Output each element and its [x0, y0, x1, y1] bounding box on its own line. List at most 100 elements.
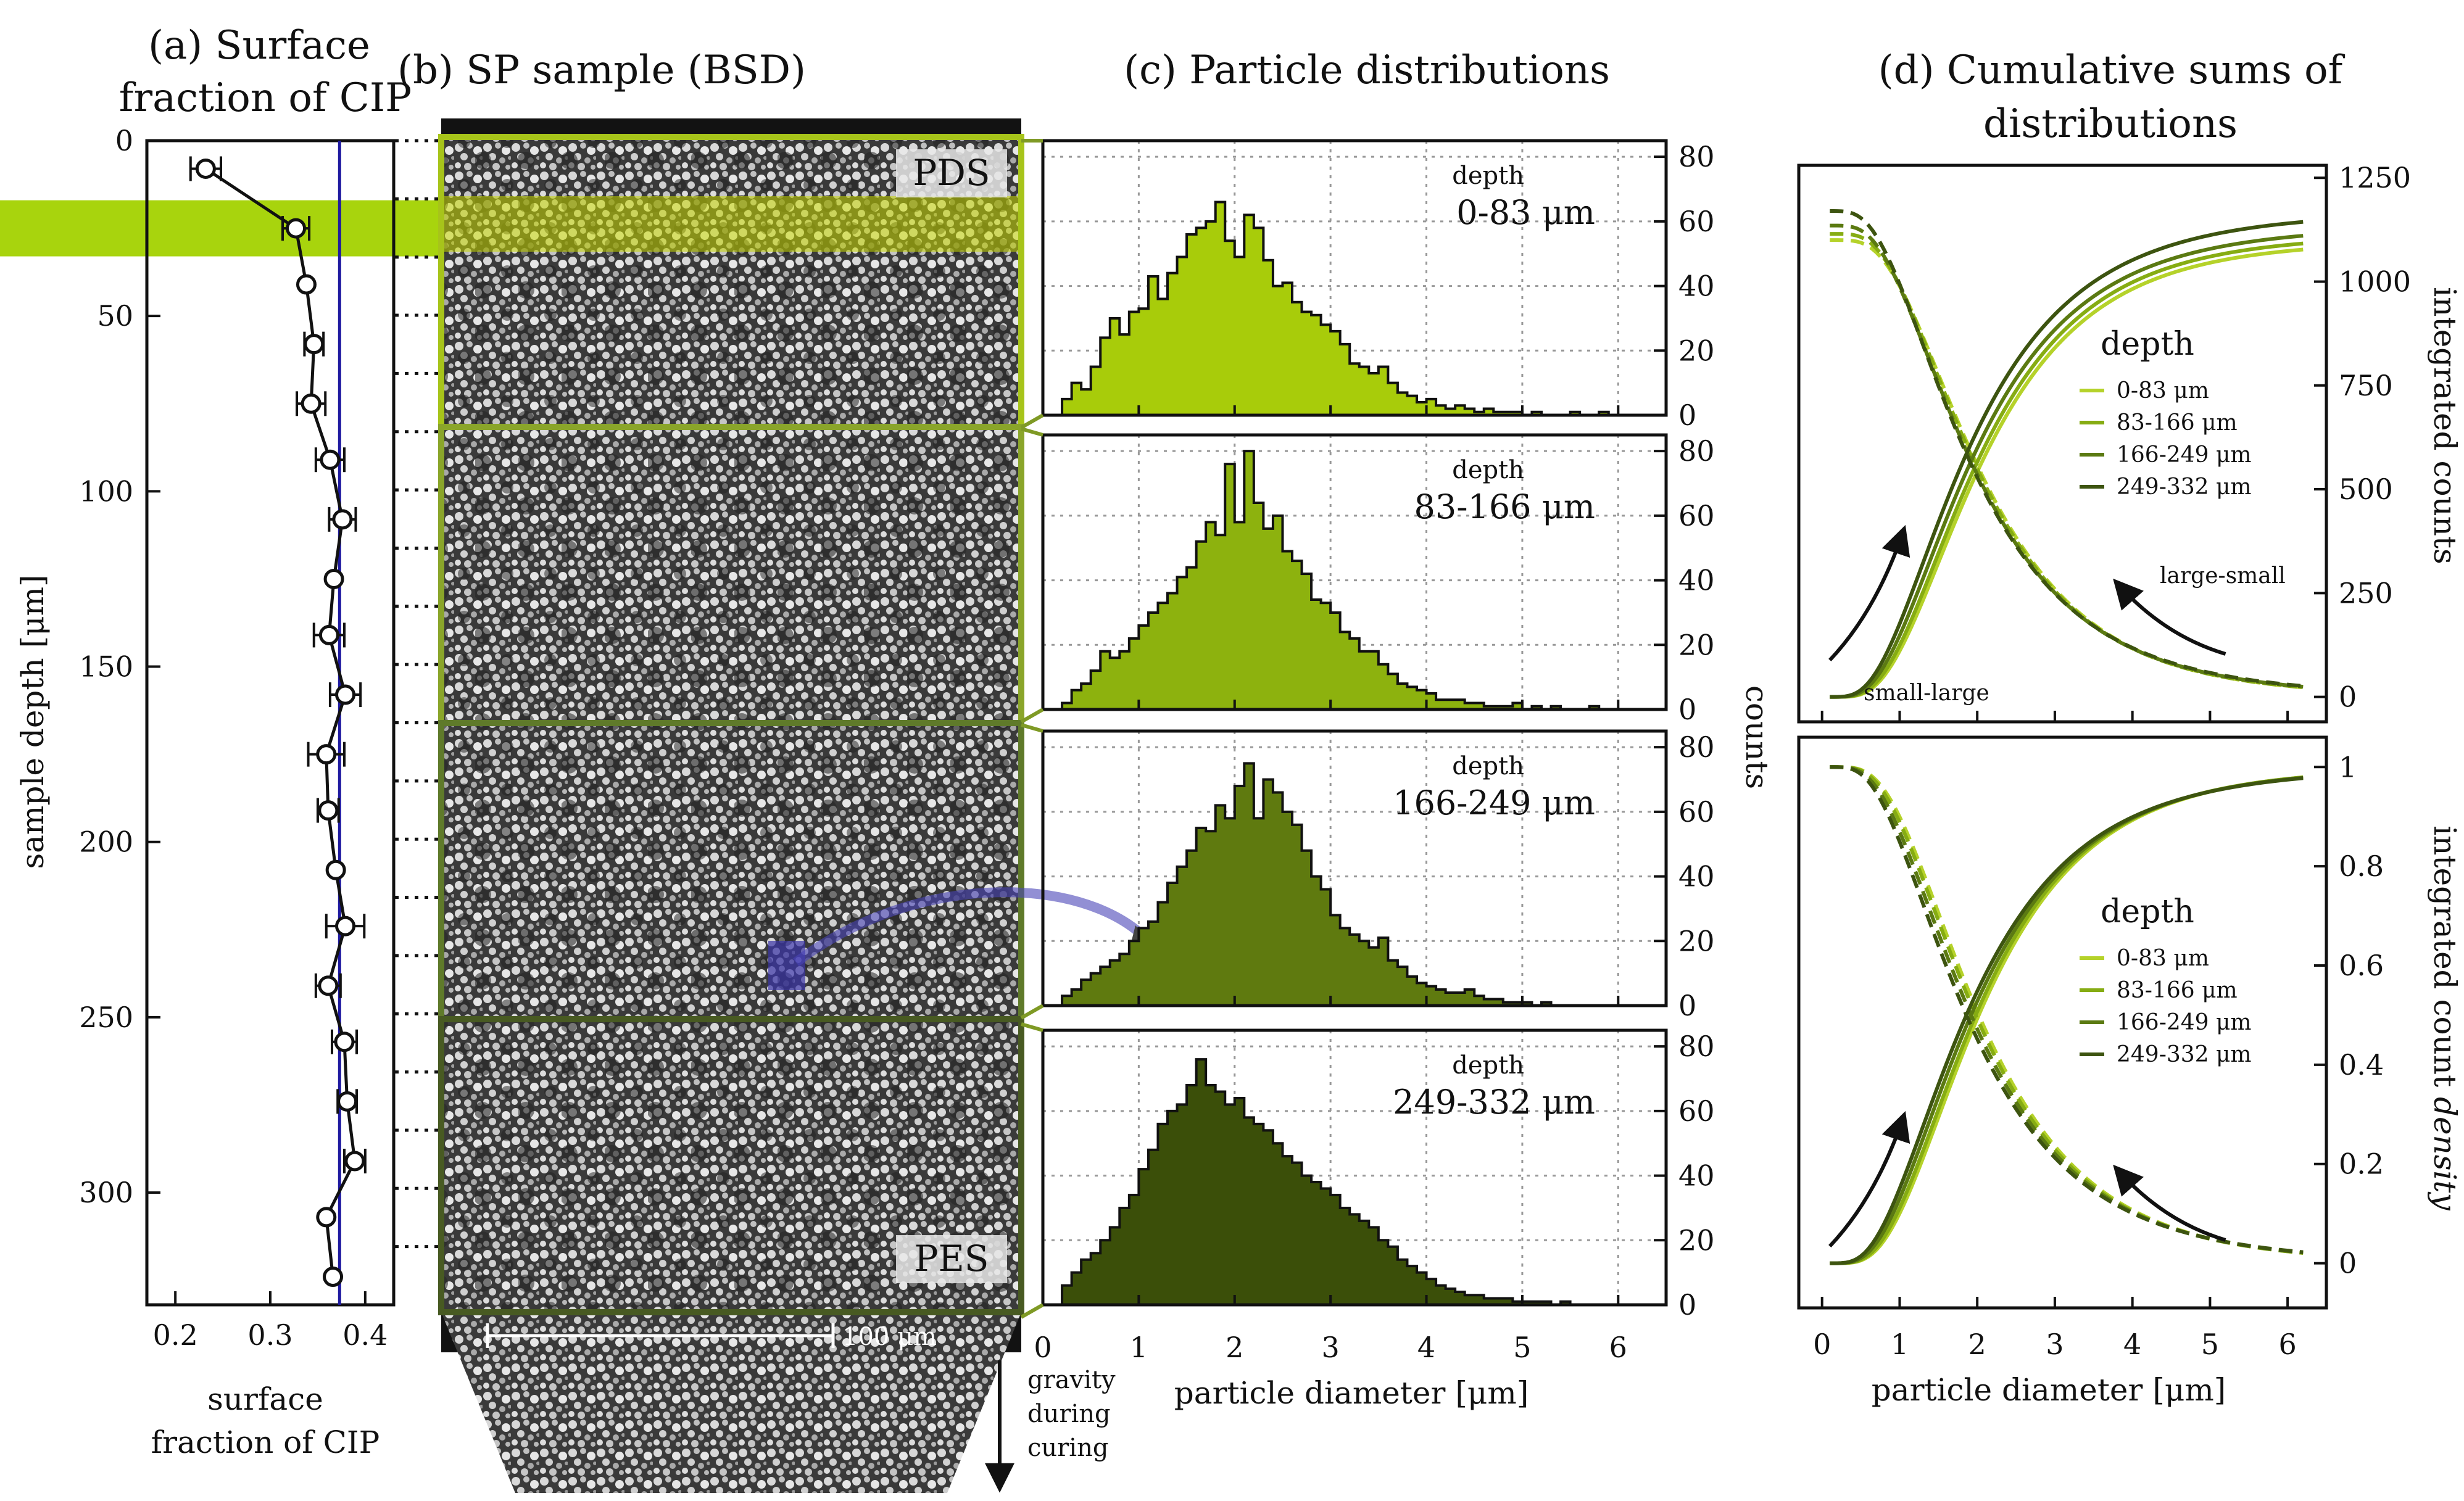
connecting-line [205, 167, 357, 1277]
ytick-label: 500 [2339, 473, 2393, 506]
panel-d-xlabel: particle diameter [μm] [1872, 1372, 2226, 1408]
histogram-bars [1061, 201, 1638, 416]
pes-label-bg [896, 1235, 1007, 1283]
arrow-large-small [2113, 1164, 2226, 1242]
legend-label: 83-166 μm [2117, 978, 2238, 1003]
cumulative-line-small-large [1830, 247, 2304, 699]
ytick-label: 60 [1678, 795, 1715, 829]
xtick-label: 2 [1226, 1331, 1243, 1364]
ytick-label: 0 [2339, 1247, 2357, 1280]
panel-b-sem-image: (b) SP sample (BSD) PDS PES 100 μm gravi… [397, 48, 1179, 1493]
pds-highlight [441, 196, 1021, 252]
xtick-label: 4 [2123, 1328, 2141, 1361]
ytick-label: 1000 [2339, 265, 2411, 298]
blue-arrow-curve [793, 887, 1164, 967]
ytick-label: 80 [1678, 1030, 1715, 1063]
ytick-label: 0 [1678, 399, 1696, 432]
depth-label: depth [1452, 162, 1524, 190]
ytick-label: 0 [2339, 680, 2357, 714]
legend-title: depth [2101, 893, 2194, 930]
ytick-label: 250 [79, 1001, 133, 1034]
cumulative-line-small-large [1830, 241, 2304, 699]
xtick-label: 5 [2201, 1328, 2219, 1361]
ytick-label: 300 [79, 1176, 133, 1209]
panel-c-title: (c) Particle distributions [1124, 48, 1610, 93]
panel-a-title-line1: (a) Surface [148, 23, 370, 68]
histogram-frame [1041, 729, 1668, 1007]
ytick-label: 80 [1678, 730, 1715, 764]
ytick-label: 80 [1678, 140, 1715, 173]
depth-range-label: 83-166 μm [1414, 487, 1596, 526]
connector-line [1020, 1303, 1044, 1319]
legend-label: 0-83 μm [2117, 946, 2209, 971]
data-point [323, 1267, 344, 1288]
histogram-bars [1061, 1058, 1638, 1306]
panel-d-bottom-plot: 0 0.2 0.4 0.6 0.8 1 depth 0-83 μm 83-166 μm 166-2… [1797, 735, 2384, 1361]
ytick-label: 20 [1678, 924, 1715, 957]
ytick-label: 50 [97, 299, 133, 333]
xtick-label: 3 [2046, 1328, 2064, 1361]
ytick-label: 40 [1678, 860, 1715, 893]
xtick-label: 2 [1968, 1328, 1986, 1361]
ytick-label: 60 [1678, 1094, 1715, 1128]
histogram-2: 0 20 40 60 80 depth 166-249 μm [1020, 723, 1715, 1022]
ytick-label: 40 [1678, 1159, 1715, 1193]
xtick-label: 6 [2278, 1328, 2296, 1361]
cumulative-line-small-large [1830, 220, 2304, 699]
sem-image-trapezoid [441, 1312, 1021, 1493]
xtick-label: 5 [1513, 1331, 1531, 1364]
data-point [318, 800, 339, 821]
pds-label: PDS [913, 152, 990, 194]
ytick-label: 1250 [2339, 161, 2411, 194]
legend-title: depth [2101, 326, 2194, 363]
histogram-0: 0 20 40 60 80 depth 0-83 μm [1020, 139, 1715, 432]
ytick-label: 40 [1678, 564, 1715, 597]
ytick-label: 20 [1678, 1223, 1715, 1257]
data-point [335, 916, 356, 937]
xtick-label: 0.4 [342, 1318, 388, 1352]
ytick-label: 20 [1678, 628, 1715, 661]
ytick-label: 60 [1678, 205, 1715, 238]
plot-frame [1797, 735, 2328, 1310]
ytick-label: 20 [1678, 334, 1715, 367]
data-point [337, 1091, 358, 1112]
data-point [344, 1151, 365, 1172]
panel-d-title-line2: distributions [1983, 101, 2238, 147]
panel-d-cumulative: (d) Cumulative sums of distributions 025… [1797, 48, 2463, 1408]
scale-bar-label: 100 μm [842, 1323, 937, 1351]
arrow-small-large [1828, 524, 1910, 662]
ytick-label: 0.8 [2339, 850, 2384, 883]
cumulative-line-large-small [1830, 209, 2304, 688]
ytick-label: 0 [1678, 989, 1696, 1022]
depth-range-label: 249-332 μm [1393, 1083, 1595, 1122]
ytick-label: 0.2 [2339, 1147, 2384, 1181]
xtick-label: 4 [1417, 1331, 1435, 1364]
gravity-text-1: gravity [1027, 1366, 1116, 1394]
ytick-label: 200 [79, 825, 133, 859]
panel-a-xlabel-line2: fraction of CIP [151, 1425, 380, 1460]
xtick-label: 0.2 [153, 1318, 198, 1352]
xtick-label: 6 [1609, 1331, 1627, 1364]
panel-c-histograms: (c) Particle distributions 020406080dept… [1020, 48, 1775, 1411]
legend-label: 249-332 μm [2117, 1042, 2252, 1067]
panel-a-axis-ticks: 0 50 100 150 200 250 300 0.2 0.3 0.4 [79, 124, 441, 1352]
data-point [318, 624, 339, 645]
connector-line [1021, 723, 1043, 733]
arrow-small-large [1828, 1110, 1910, 1248]
ytick-label: 60 [1678, 499, 1715, 532]
depth-label: depth [1452, 752, 1524, 780]
highlight-band-rect [0, 200, 457, 257]
ytick-label: 0.4 [2339, 1048, 2384, 1081]
section-frame-4 [438, 1016, 1024, 1315]
plot-frame [1797, 163, 2328, 724]
data-point [320, 449, 341, 470]
cumulative-line-small-large [1830, 234, 2304, 699]
data-point [296, 274, 317, 295]
panel-a-frame [145, 139, 396, 1307]
panel-b-title: (b) SP sample (BSD) [397, 48, 806, 93]
ytick-label: 80 [1678, 434, 1715, 468]
ytick-label: 750 [2339, 369, 2393, 402]
xtick-label: 3 [1322, 1331, 1340, 1364]
